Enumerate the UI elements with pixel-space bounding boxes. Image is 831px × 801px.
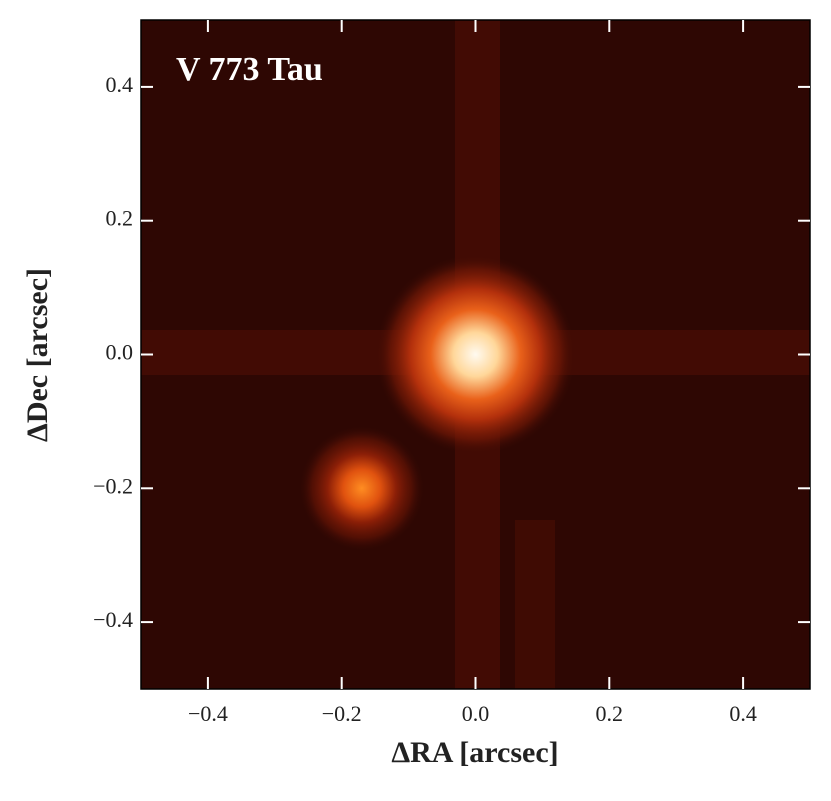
x-tick-label: 0.2: [596, 701, 624, 726]
y-tick-label: 0.4: [106, 72, 134, 97]
x-tick-label: 0.0: [462, 701, 490, 726]
x-tick-label: 0.4: [729, 701, 757, 726]
y-tick-label: 0.2: [106, 206, 134, 231]
x-axis-label: ΔRA [arcsec]: [391, 736, 558, 769]
chart-title: V 773 Tau: [176, 51, 323, 88]
y-tick-label: −0.2: [93, 473, 133, 498]
y-tick-label: −0.4: [93, 607, 133, 632]
x-tick-label: −0.2: [322, 701, 362, 726]
x-tick-label: −0.4: [188, 701, 228, 726]
y-axis-label: ΔDec [arcsec]: [21, 268, 54, 442]
source: [299, 426, 424, 551]
y-tick-label: 0.0: [106, 340, 134, 365]
source: [375, 254, 576, 455]
